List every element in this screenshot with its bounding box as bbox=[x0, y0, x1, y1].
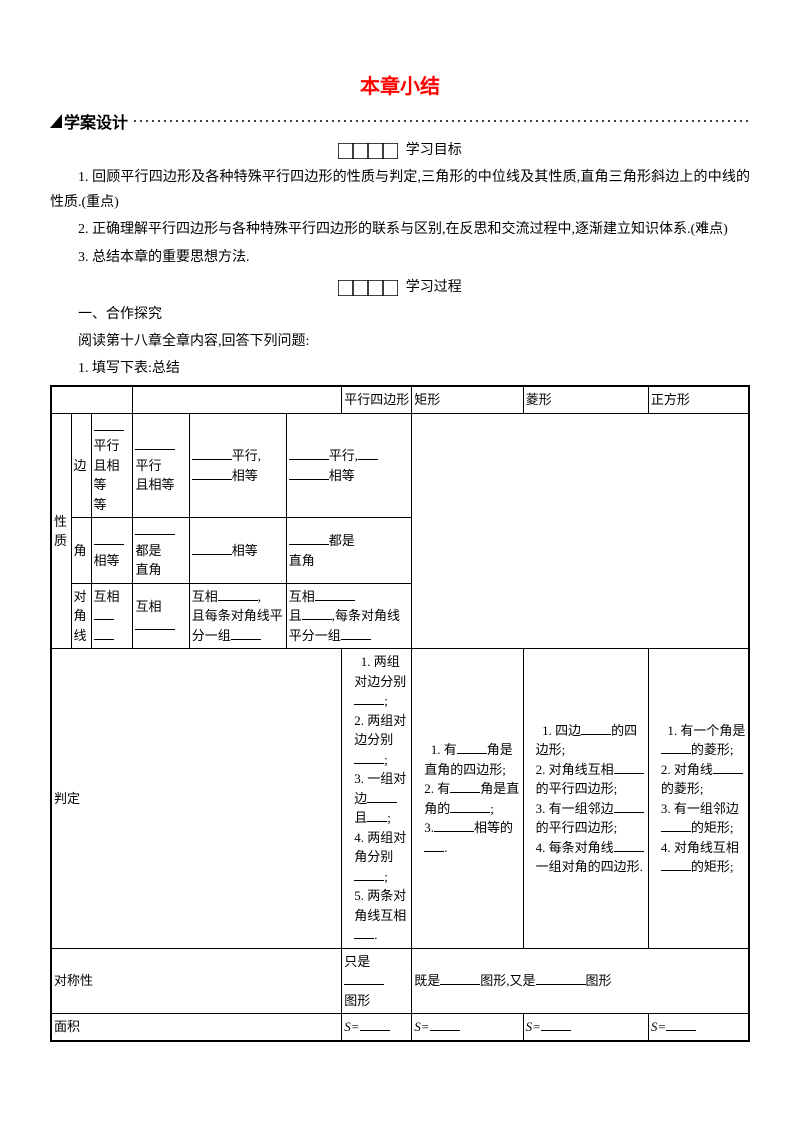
judge-c2: 1. 有角是直角的四边形; 2. 有角是直角的; 3.相等的. bbox=[412, 649, 523, 949]
area-c4: S= bbox=[648, 1014, 749, 1041]
objectives-block: 1. 回顾平行四边形及各种特殊平行四边形的性质与判定,三角形的中位线及其性质,直… bbox=[50, 165, 750, 270]
ang-c2: 相等 bbox=[189, 518, 286, 584]
edge-c2: 平行, 相等 bbox=[189, 413, 286, 518]
summary-table: 平行四边形 矩形 菱形 正方形 性质 边 平行 且相等等 平行 且相等 平行, … bbox=[50, 385, 750, 1042]
diag-c0: 互相 bbox=[91, 583, 133, 649]
symmetry-c1: 只是图形 bbox=[342, 948, 412, 1014]
area-label: 面积 bbox=[51, 1014, 342, 1041]
grid-icon bbox=[338, 280, 398, 296]
judge-c1: 1. 两组对边分别; 2. 两组对边分别; 3. 一组对边且; 4. 两组对角分… bbox=[342, 649, 412, 949]
objective-3: 3. 总结本章的重要思想方法. bbox=[50, 245, 750, 270]
process-block: 一、合作探究 阅读第十八章全章内容,回答下列问题: 1. 填写下表:总结 bbox=[50, 302, 750, 382]
area-c3: S= bbox=[523, 1014, 648, 1041]
symmetry-c2: 既是图形,又是图形 bbox=[412, 948, 749, 1014]
ang-label: 角 bbox=[71, 518, 91, 584]
section-divider: 学案设计 bbox=[50, 109, 750, 133]
instruction: 阅读第十八章全章内容,回答下列问题: bbox=[50, 329, 750, 354]
diag-label: 对角线 bbox=[71, 583, 91, 649]
page-container: 本章小结 学案设计 学习目标 1. 回顾平行四边形及各种特殊平行四边形的性质与判… bbox=[0, 0, 800, 1072]
prop-label: 性质 bbox=[51, 413, 71, 649]
diag-c3: 互相 且,每条对角线平分一组 bbox=[286, 583, 412, 649]
heading1-text: 学习目标 bbox=[406, 143, 462, 158]
hdr-sq: 正方形 bbox=[648, 386, 749, 413]
grid-icon bbox=[338, 143, 398, 159]
objective-1: 1. 回顾平行四边形及各种特殊平行四边形的性质与判定,三角形的中位线及其性质,直… bbox=[50, 165, 750, 215]
hdr-empty bbox=[51, 386, 133, 413]
divider-label: 学案设计 bbox=[64, 109, 128, 133]
hdr-pxx: 平行四边形 bbox=[342, 386, 412, 413]
dots-line bbox=[132, 117, 750, 125]
diag-c1: 互相 bbox=[133, 583, 189, 649]
objective-2: 2. 正确理解平行四边形与各种特殊平行四边形的联系与区别,在反思和交流过程中,逐… bbox=[50, 217, 750, 242]
edge-c1: 平行 且相等 bbox=[133, 413, 189, 518]
ang-c0: 相等 bbox=[91, 518, 133, 584]
hdr-rhom: 菱形 bbox=[523, 386, 648, 413]
triangle-icon bbox=[50, 114, 62, 128]
hdr-rect: 矩形 bbox=[412, 386, 523, 413]
judge-c4: 1. 有一个角是的菱形; 2. 对角线的菱形; 3. 有一组邻边的矩形; 4. … bbox=[648, 649, 749, 949]
hdr-pxx-group bbox=[133, 386, 342, 413]
area-c2: S= bbox=[412, 1014, 523, 1041]
edge-label: 边 bbox=[71, 413, 91, 518]
heading-process: 学习过程 bbox=[50, 276, 750, 296]
page-title: 本章小结 bbox=[50, 70, 750, 99]
judge-label: 判定 bbox=[51, 649, 342, 949]
ang-c1: 都是 直角 bbox=[133, 518, 189, 584]
judge-c3: 1. 四边的四边形; 2. 对角线互相的平行四边形; 3. 有一组邻边的平行四边… bbox=[523, 649, 648, 949]
prop-empty-right bbox=[412, 413, 749, 649]
heading2-text: 学习过程 bbox=[406, 280, 462, 295]
symmetry-label: 对称性 bbox=[51, 948, 342, 1014]
ang-c3: 都是 直角 bbox=[286, 518, 412, 584]
diag-c2: 互相, 且每条对角线平分一组 bbox=[189, 583, 286, 649]
area-c1: S= bbox=[342, 1014, 412, 1041]
task1: 1. 填写下表:总结 bbox=[50, 356, 750, 381]
edge-c3: 平行, 相等 bbox=[286, 413, 412, 518]
subheading1: 一、合作探究 bbox=[50, 302, 750, 327]
edge-c0: 平行 且相等等 bbox=[91, 413, 133, 518]
heading-objectives: 学习目标 bbox=[50, 139, 750, 159]
